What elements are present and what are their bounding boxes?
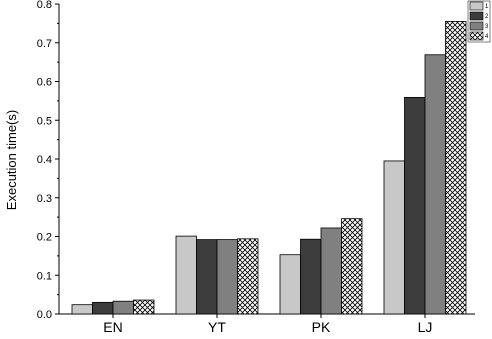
bar-pk-series-1: [279, 254, 301, 315]
x-tick-label-yt: YT: [208, 319, 226, 335]
y-tick-label: 0.1: [37, 270, 52, 282]
bar-yt-series-2: [196, 239, 218, 315]
bar-en-series-4: [133, 299, 155, 315]
y-tick-label: 0.8: [37, 0, 52, 11]
bar-en-series-3: [112, 300, 134, 315]
legend-swatch-4: [469, 31, 484, 41]
plot-area: 0.0 0.1 0.2 0.3 0.4 0.5 0.6 0.7 0.8 EN YT PK LJ: [37, 0, 475, 335]
bar-lj-series-1: [383, 160, 405, 315]
x-tick-label-en: EN: [103, 319, 122, 335]
bar-lj-series-4: [445, 21, 467, 315]
bar-yt-series-4: [237, 238, 259, 315]
legend: 1 2 3 4: [467, 0, 491, 43]
bar-pk-series-3: [320, 227, 342, 315]
bar-yt-series-1: [175, 235, 197, 315]
bar-yt-series-3: [216, 239, 238, 315]
legend-swatch-2: [469, 11, 484, 21]
y-tick-label: 0.3: [37, 193, 52, 205]
y-tick-label: 0.4: [37, 154, 52, 166]
legend-swatch-1: [469, 1, 484, 11]
y-tick-label: 0.2: [37, 232, 52, 244]
bar-lj-series-2: [404, 96, 426, 315]
x-tick-label-lj: LJ: [418, 319, 433, 335]
bar-lj-series-3: [424, 54, 446, 315]
bar-pk-series-4: [341, 218, 363, 315]
legend-swatch-3: [469, 21, 484, 31]
bar-en-series-2: [92, 301, 114, 315]
y-tick-label: 0.5: [37, 115, 52, 127]
legend-label-3: 3: [485, 24, 489, 30]
bar-en-series-1: [71, 304, 93, 315]
legend-label-2: 2: [485, 14, 489, 20]
y-axis-title: Execution time(s): [4, 110, 19, 210]
legend-label-4: 4: [485, 34, 489, 40]
y-tick-label: 0.0: [37, 309, 52, 321]
bar-pk-series-2: [300, 238, 322, 315]
y-tick-label: 0.7: [37, 38, 52, 50]
legend-label-1: 1: [485, 4, 489, 10]
x-tick-label-pk: PK: [312, 319, 331, 335]
y-tick-label: 0.6: [37, 77, 52, 89]
